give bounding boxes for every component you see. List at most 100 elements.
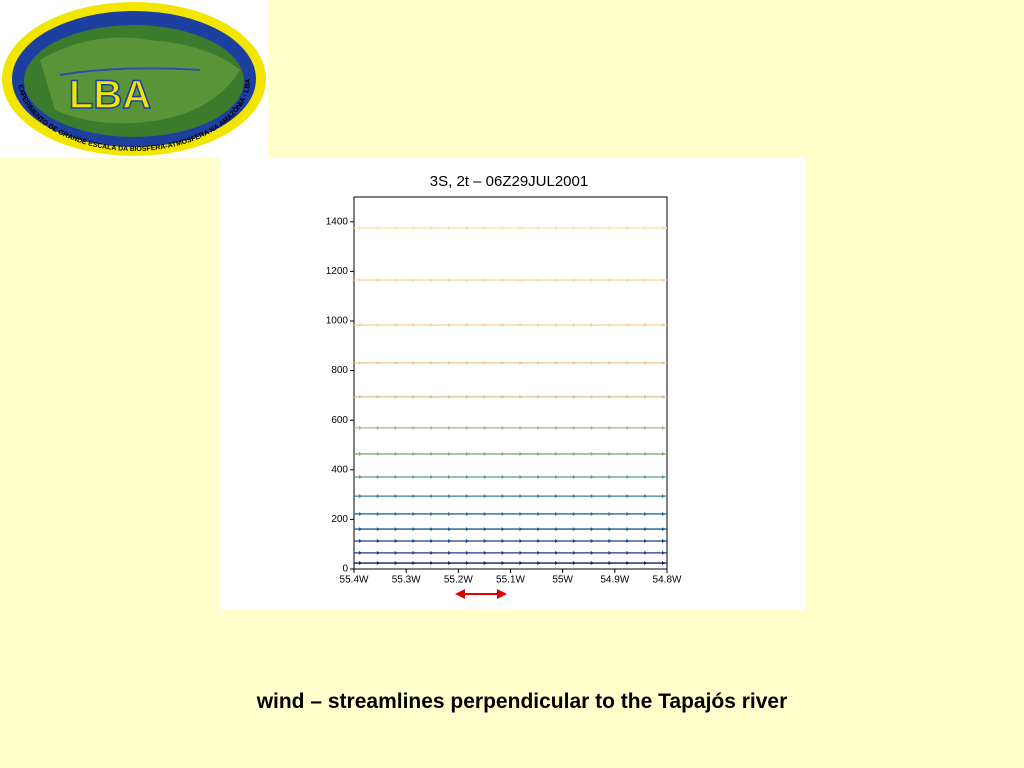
streamline-arrow [501,538,505,543]
streamline-arrow [483,550,487,555]
streamline-arrow [430,474,434,479]
streamline-arrow [483,494,487,499]
streamline-arrow [519,474,523,479]
y-tick-label: 1200 [326,266,349,277]
streamline-arrow [501,511,505,516]
streamline-arrow [359,425,362,430]
streamline-arrow [519,527,523,532]
streamline-arrow [394,360,398,365]
streamline-arrow [662,550,665,555]
streamline-arrow [412,360,416,365]
streamline-arrow [376,511,380,516]
streamline-arrow [626,527,630,532]
streamline-arrow [430,494,434,499]
streamline-arrow [465,494,469,499]
streamline-arrow [501,561,505,566]
streamline-arrow [519,511,523,516]
streamline-arrow [644,278,648,283]
streamline-arrow [448,494,452,499]
streamline-arrow [501,494,505,499]
streamline-arrow [608,226,612,230]
streamline-arrow [644,425,648,430]
streamline-arrow [448,561,452,566]
streamline-arrow [572,538,576,543]
streamline-arrow [501,451,505,456]
streamline-arrow [555,511,559,516]
streamline-arrow [376,494,380,499]
streamline-arrow [448,278,452,283]
x-tick-label: 55.2W [444,575,473,586]
streamline-arrow [662,538,665,543]
streamline-arrow [537,425,541,430]
streamline-arrow [483,538,487,543]
streamline-arrow [608,527,612,532]
streamline-arrow [519,322,523,327]
streamline-arrow [465,561,469,566]
y-tick-label: 200 [331,514,348,525]
streamline-arrow [430,425,434,430]
river-arrow [455,589,507,599]
streamline-arrow [626,226,630,230]
streamline-arrow [394,561,398,566]
streamline-arrow [608,278,612,283]
streamline-arrow [608,425,612,430]
streamline-arrow [590,494,594,499]
streamline-arrow [626,425,630,430]
streamline-arrow [537,561,541,566]
chart-title: 3S, 2t – 06Z29JUL2001 [430,173,588,190]
streamline-arrow [394,278,398,283]
streamline-arrow [626,322,630,327]
streamline-arrow [644,360,648,365]
streamline-arrow [359,494,362,499]
streamline-arrow [465,226,469,230]
streamline-arrow [519,278,523,283]
streamline-arrow [572,360,576,365]
streamline-arrow [662,226,665,230]
streamline-arrow [501,527,505,532]
streamline-arrow [644,322,648,327]
streamline-arrow [519,561,523,566]
streamline-arrow [448,474,452,479]
streamline-arrow [537,360,541,365]
streamline-arrow [430,538,434,543]
streamline-arrow [359,226,362,230]
streamline-arrow [662,561,665,566]
streamline-arrow [430,360,434,365]
streamline-arrow [590,425,594,430]
streamline-arrow [644,527,648,532]
streamline-arrow [626,360,630,365]
streamline-arrow [465,394,469,399]
streamline-arrow [608,511,612,516]
streamline-arrow [537,538,541,543]
streamline-arrow [572,474,576,479]
streamline-arrow [394,474,398,479]
streamline-arrow [394,226,398,230]
streamline-arrow [537,550,541,555]
streamline-arrow [412,538,416,543]
streamline-arrow [537,474,541,479]
streamline-arrow [662,494,665,499]
x-tick-label: 54.8W [653,575,682,586]
y-tick-label: 600 [331,415,348,426]
y-tick-label: 1000 [326,316,349,327]
streamline-arrow [359,511,362,516]
streamline-arrow [644,394,648,399]
streamline-arrow [394,538,398,543]
streamline-arrow [572,550,576,555]
streamline-arrow [394,322,398,327]
logo-title: LBA [69,73,151,117]
x-tick-label: 55.1W [496,575,525,586]
streamline-arrow [376,226,380,230]
streamline-arrow [555,538,559,543]
streamline-arrow [662,474,665,479]
streamline-arrow [483,278,487,283]
streamline-arrow [448,451,452,456]
streamline-arrow [555,394,559,399]
streamline-arrow [483,394,487,399]
streamline-arrow [412,511,416,516]
streamline-arrow [376,360,380,365]
streamline-arrow [359,360,362,365]
streamline-arrow [626,474,630,479]
x-tick-label: 55.3W [392,575,421,586]
